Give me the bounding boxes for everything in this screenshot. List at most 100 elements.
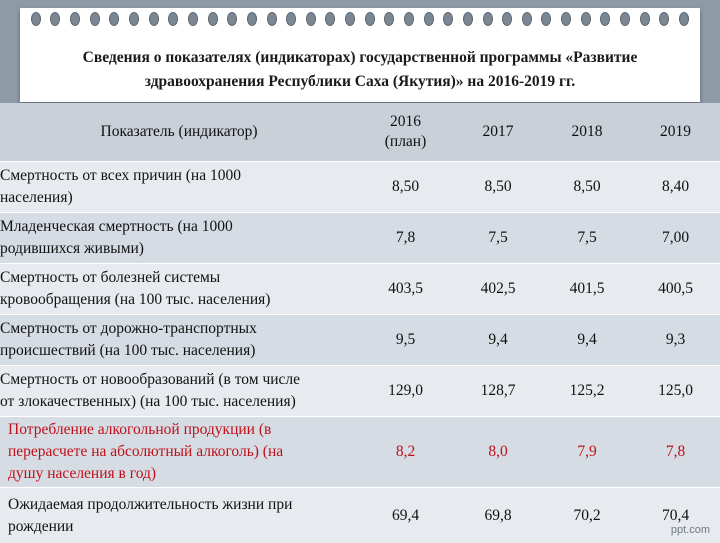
row-label-line: от злокачественных) (на 100 тыс. населен…: [0, 391, 358, 413]
cell-2018: 7,9: [543, 417, 631, 488]
table-header-row: Показатель (индикатор) 2016 (план) 2017 …: [0, 103, 720, 162]
row-label-line: населения): [0, 187, 358, 209]
binding-hole: [443, 12, 453, 26]
binding-hole: [659, 12, 669, 26]
row-label-line: происшествий (на 100 тыс. населения): [0, 340, 358, 362]
binding-hole: [325, 12, 335, 26]
table-row: Смертность от дорожно-транспортных проис…: [0, 315, 720, 366]
title-card: Сведения о показателях (индикаторах) гос…: [20, 8, 700, 102]
title-line-2: здравоохранения Республики Саха (Якутия)…: [20, 70, 700, 94]
table-row: Смертность от болезней системы кровообра…: [0, 264, 720, 315]
table-row: Ожидаемая продолжительность жизни при ро…: [0, 488, 720, 543]
binding-hole: [247, 12, 257, 26]
binding-hole: [129, 12, 139, 26]
header-2018: 2018: [543, 103, 631, 162]
cell-2017: 9,4: [453, 315, 543, 366]
cell-2019: 8,40: [631, 162, 720, 213]
cell-2019: 7,00: [631, 213, 720, 264]
header-2016: 2016 (план): [358, 103, 453, 162]
binding-hole: [345, 12, 355, 26]
cell-2019: 125,0: [631, 366, 720, 417]
binding-hole: [31, 12, 41, 26]
row-label: Смертность от дорожно-транспортных проис…: [0, 315, 358, 366]
row-label: Смертность от всех причин (на 1000 насел…: [0, 162, 358, 213]
table-row-highlighted: Потребление алкогольной продукции (в пер…: [0, 417, 720, 488]
cell-2018: 125,2: [543, 366, 631, 417]
row-label-line: Ожидаемая продолжительность жизни при: [8, 494, 358, 516]
indicators-table: Показатель (индикатор) 2016 (план) 2017 …: [0, 103, 720, 543]
cell-2018: 7,5: [543, 213, 631, 264]
binding-hole: [581, 12, 591, 26]
cell-2018: 401,5: [543, 264, 631, 315]
binding-hole: [365, 12, 375, 26]
cell-2018: 70,2: [543, 488, 631, 543]
row-label: Ожидаемая продолжительность жизни при ро…: [0, 488, 358, 543]
row-label: Смертность от болезней системы кровообра…: [0, 264, 358, 315]
row-label-line: Потребление алкогольной продукции (в: [8, 419, 358, 441]
row-label-line: Смертность от всех причин (на 1000: [0, 165, 358, 187]
cell-2018: 9,4: [543, 315, 631, 366]
header-2019: 2019: [631, 103, 720, 162]
binding-hole: [149, 12, 159, 26]
table-row: Младенческая смертность (на 1000 родивши…: [0, 213, 720, 264]
binding-hole: [620, 12, 630, 26]
cell-2016: 7,8: [358, 213, 453, 264]
table-row: Смертность от всех причин (на 1000 насел…: [0, 162, 720, 213]
binding-hole: [90, 12, 100, 26]
binding-hole: [522, 12, 532, 26]
cell-2019: 7,8: [631, 417, 720, 488]
binding-hole: [600, 12, 610, 26]
header-2016-plan: (план): [358, 132, 453, 152]
cell-2017: 402,5: [453, 264, 543, 315]
spiral-binding: [20, 8, 700, 30]
cell-2017: 8,0: [453, 417, 543, 488]
binding-hole: [541, 12, 551, 26]
row-label-line: рождении: [8, 516, 358, 538]
cell-2017: 7,5: [453, 213, 543, 264]
cell-2016: 8,2: [358, 417, 453, 488]
binding-hole: [109, 12, 119, 26]
cell-2016: 8,50: [358, 162, 453, 213]
row-label: Потребление алкогольной продукции (в пер…: [0, 417, 358, 488]
binding-hole: [267, 12, 277, 26]
cell-2016: 69,4: [358, 488, 453, 543]
binding-hole: [208, 12, 218, 26]
title-line-1: Сведения о показателях (индикаторах) гос…: [20, 46, 700, 70]
row-label-line: кровообращения (на 100 тыс. населения): [0, 289, 358, 311]
cell-2018: 8,50: [543, 162, 631, 213]
cell-2016: 403,5: [358, 264, 453, 315]
binding-hole: [502, 12, 512, 26]
row-label-line: родившихся живыми): [0, 238, 358, 260]
cell-2019: 400,5: [631, 264, 720, 315]
table-row: Смертность от новообразований (в том чис…: [0, 366, 720, 417]
binding-hole: [168, 12, 178, 26]
row-label-line: Младенческая смертность (на 1000: [0, 216, 358, 238]
binding-hole: [70, 12, 80, 26]
row-label-line: Смертность от дорожно-транспортных: [0, 318, 358, 340]
cell-2016: 9,5: [358, 315, 453, 366]
header-indicator: Показатель (индикатор): [0, 103, 358, 162]
binding-hole: [561, 12, 571, 26]
row-label: Смертность от новообразований (в том чис…: [0, 366, 358, 417]
binding-hole: [384, 12, 394, 26]
binding-hole: [286, 12, 296, 26]
binding-hole: [404, 12, 414, 26]
row-label-line: перерасчете на абсолютный алкоголь) (на: [8, 441, 358, 463]
header-2017: 2017: [453, 103, 543, 162]
header-2016-year: 2016: [358, 112, 453, 132]
watermark: ppt.com: [671, 524, 710, 536]
row-label-line: Смертность от болезней системы: [0, 267, 358, 289]
binding-hole: [679, 12, 689, 26]
binding-hole: [50, 12, 60, 26]
row-label-line: Смертность от новообразований (в том чис…: [0, 369, 358, 391]
binding-hole: [640, 12, 650, 26]
binding-hole: [483, 12, 493, 26]
cell-2019: 9,3: [631, 315, 720, 366]
row-label-line: душу населения в год): [8, 463, 358, 485]
cell-2016: 129,0: [358, 366, 453, 417]
binding-hole: [227, 12, 237, 26]
cell-2017: 128,7: [453, 366, 543, 417]
binding-hole: [463, 12, 473, 26]
row-label: Младенческая смертность (на 1000 родивши…: [0, 213, 358, 264]
cell-2017: 69,8: [453, 488, 543, 543]
